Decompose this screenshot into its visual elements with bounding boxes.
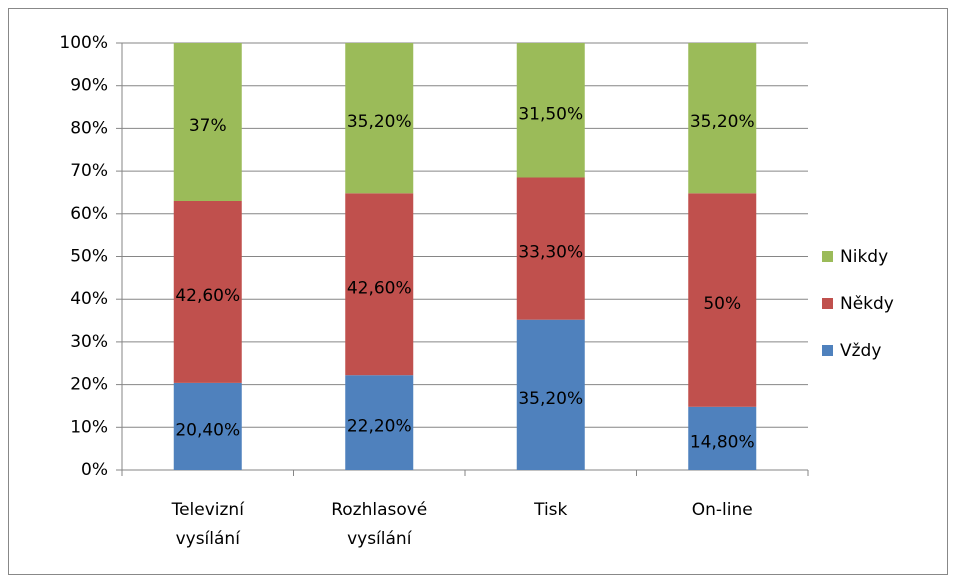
value-label: 31,50% <box>518 104 583 124</box>
bar-segment <box>516 319 585 470</box>
legend-label: Vždy <box>840 341 881 361</box>
value-label: 42,60% <box>175 286 240 306</box>
bar-segment <box>345 193 414 376</box>
y-tick-label: 70% <box>70 161 108 181</box>
bar-segment <box>173 382 242 470</box>
y-tick-label: 30% <box>70 332 108 352</box>
y-tick-label: 60% <box>70 204 108 224</box>
value-label: 42,60% <box>347 278 412 298</box>
value-label: 33,30% <box>518 243 583 263</box>
value-label: 37% <box>189 116 227 136</box>
legend-label: Nikdy <box>840 247 888 267</box>
value-label: 35,20% <box>347 112 412 132</box>
y-tick-label: 40% <box>70 289 108 309</box>
y-tick-label: 10% <box>70 417 108 437</box>
y-tick-label: 0% <box>81 460 108 480</box>
legend-label: Někdy <box>840 294 894 314</box>
bar-segment <box>173 200 242 383</box>
legend-swatch <box>822 298 833 309</box>
x-tick-label: Rozhlasové vysílání <box>331 500 428 549</box>
bar-segment <box>688 43 757 194</box>
legend-swatch <box>822 345 833 356</box>
bar-segment <box>688 193 757 407</box>
value-label: 50% <box>703 294 741 314</box>
value-label: 35,20% <box>690 112 755 132</box>
bar-segment <box>345 43 414 194</box>
value-label: 35,20% <box>518 389 583 409</box>
value-label: 22,20% <box>347 417 412 437</box>
y-tick-label: 50% <box>70 247 108 267</box>
value-label: 14,80% <box>690 432 755 452</box>
x-tick-label: Televizní vysílání <box>171 500 244 549</box>
bar-segment <box>173 43 242 201</box>
y-tick-label: 100% <box>59 33 108 53</box>
bar-segment <box>516 43 585 178</box>
bar-segment <box>345 375 414 470</box>
bar-segment <box>688 406 757 470</box>
x-tick-label: Tisk <box>534 500 568 520</box>
y-tick-label: 90% <box>70 76 108 96</box>
value-label: 20,40% <box>175 420 240 440</box>
chart-border <box>8 8 948 575</box>
y-tick-label: 20% <box>70 375 108 395</box>
bar-segment <box>516 177 585 320</box>
x-tick-label: On-line <box>691 500 753 520</box>
y-tick-label: 80% <box>70 118 108 138</box>
legend-swatch <box>822 251 833 262</box>
